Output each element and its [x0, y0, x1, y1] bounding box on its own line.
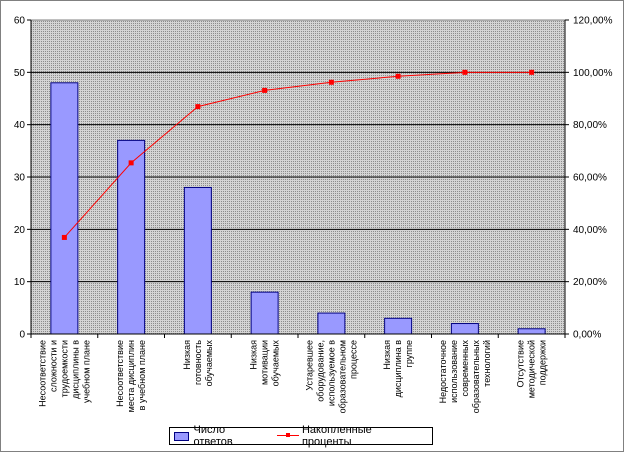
category-label-line: группе — [404, 340, 414, 367]
line-series — [61, 69, 535, 240]
category-label-line: трудоемкости — [59, 340, 69, 397]
category-label-line: методической — [527, 340, 537, 398]
category-label: Низкая мотивации обучаемых — [249, 340, 281, 387]
bar — [317, 312, 346, 335]
y2-tick-label: 100,00% — [573, 68, 613, 79]
category-label-line: готовность — [193, 340, 203, 385]
y-tick-label: 50 — [14, 68, 26, 79]
cumulative-point — [262, 87, 268, 93]
cumulative-point — [529, 69, 535, 75]
category-label-line: места дисциплин — [126, 340, 136, 412]
legend-line-label: Накопленные проценты — [301, 424, 372, 448]
cumulative-line — [64, 71, 532, 238]
tick-labels: 0 0,00% 10 20,00% 20 40,00% 30 60,00% 40 80,00% 50… — [14, 16, 613, 414]
legend-item-line: Накопленные проценты — [276, 424, 420, 448]
category-label-line: в учебном плане — [137, 340, 147, 410]
category-label-line: обучаемых — [271, 340, 281, 387]
y2-tick-label: 80,00% — [573, 120, 607, 131]
cumulative-point — [395, 73, 401, 79]
category-label-line: мотивации — [260, 340, 270, 385]
y2-tick-label: 0,00% — [573, 330, 601, 341]
cumulative-point — [462, 69, 468, 75]
category-label-line: оборудование, — [315, 340, 325, 402]
y-tick-label: 20 — [14, 225, 26, 236]
y2-tick-label: 20,00% — [573, 277, 607, 288]
category-label-line: процессе — [348, 340, 358, 379]
category-label-line: сложности и — [48, 340, 58, 392]
category-label: Низкая дисциплина в группе — [382, 340, 414, 398]
category-label: Отсутствие методической поддержки — [516, 340, 548, 398]
y-tick-label: 10 — [14, 277, 26, 288]
category-label-line: поддержки — [538, 340, 548, 385]
category-label: Низкая готовность обучаемых — [182, 340, 214, 387]
legend-bar-label: Число ответов — [193, 424, 233, 448]
y-tick-label: 0 — [19, 330, 25, 341]
category-label-line: образовательном — [337, 340, 347, 413]
bar — [250, 291, 279, 335]
category-label-line: Низкая — [382, 340, 392, 370]
cumulative-point — [61, 234, 67, 240]
category-label: Недостаточное использование современных обр… — [438, 340, 492, 414]
bar — [117, 139, 146, 335]
category-label-line: Несоответствие — [115, 340, 125, 407]
y-tick-label: 30 — [14, 173, 26, 184]
y-tick-label: 60 — [14, 16, 26, 27]
bar — [50, 82, 79, 335]
category-label-line: Несоответствие — [37, 340, 47, 407]
y2-tick-label: 120,00% — [573, 16, 613, 27]
cumulative-point — [328, 79, 334, 85]
cumulative-point — [128, 160, 134, 166]
bar — [384, 317, 413, 335]
bar — [517, 328, 546, 335]
category-label-line: технологий — [482, 340, 492, 387]
category-label-line: используемое в — [326, 340, 336, 406]
category-label: Несоответствие места дисциплин в учебном п… — [115, 340, 147, 412]
bar — [450, 323, 479, 335]
category-label-line: дисциплины в — [70, 340, 80, 399]
category-label-line: Отсутствие — [516, 340, 526, 387]
axes — [27, 19, 569, 338]
legend-line-swatch — [276, 431, 299, 441]
category-label: Несоответствие сложности и трудоемкости дис… — [37, 340, 91, 407]
category-label-line: образовательных — [471, 340, 481, 414]
category-label-line: обучаемых — [204, 340, 214, 387]
y2-tick-label: 40,00% — [573, 225, 607, 236]
legend-item-bars: Число ответов — [174, 424, 265, 448]
category-label-line: Недостаточное — [438, 340, 448, 403]
category-label-line: учебном плане — [81, 340, 91, 403]
y2-tick-label: 60,00% — [573, 173, 607, 184]
legend: Число ответов Накопленные проценты — [169, 424, 433, 448]
legend-bar-swatch — [174, 431, 190, 441]
category-label-line: современных — [460, 340, 470, 397]
category-label: Устаревшее оборудование, используемое в обр… — [304, 340, 358, 414]
category-label-line: Низкая — [182, 340, 192, 370]
category-label-line: использование — [449, 340, 459, 403]
bar — [183, 186, 212, 335]
category-label-line: Устаревшее — [304, 340, 314, 391]
cumulative-point — [195, 104, 201, 110]
category-label-line: дисциплина в — [393, 340, 403, 398]
category-label-line: Низкая — [249, 340, 259, 370]
y-tick-label: 40 — [14, 120, 26, 131]
